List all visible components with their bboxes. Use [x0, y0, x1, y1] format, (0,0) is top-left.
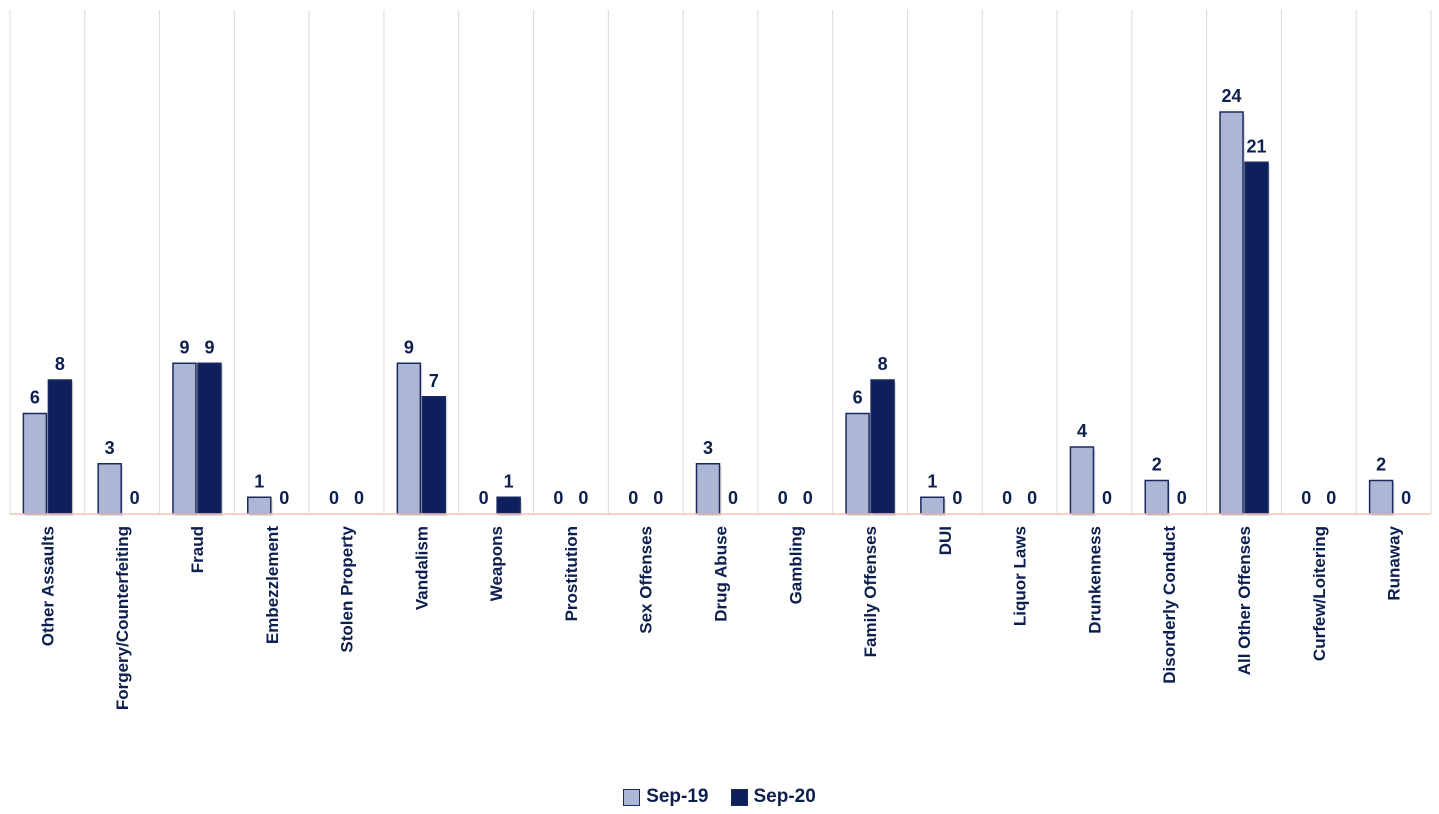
x-tick-label: DUI	[936, 526, 955, 555]
bar-series-1	[1069, 446, 1095, 515]
bar-series-2	[1244, 161, 1269, 515]
bar-series-1	[920, 496, 945, 515]
bar-series-1	[97, 463, 122, 515]
legend-swatch-series-2	[730, 788, 748, 806]
data-label: 0	[1326, 488, 1336, 508]
data-label: 0	[479, 488, 489, 508]
bar-series-1	[22, 412, 48, 515]
data-label: 0	[1102, 488, 1112, 508]
data-label: 0	[1027, 488, 1037, 508]
bar-series-2	[197, 362, 222, 515]
data-label: 0	[578, 488, 588, 508]
bar-series-1	[1368, 479, 1394, 515]
bar-series-1	[247, 496, 272, 515]
x-tick-label: Gambling	[786, 526, 805, 604]
x-tick-label: Disorderly Conduct	[1160, 526, 1179, 684]
legend-swatch-series-1	[623, 788, 641, 806]
data-label: 0	[1177, 488, 1187, 508]
data-label: 1	[504, 471, 514, 491]
data-label: 0	[628, 488, 638, 508]
data-label: 0	[354, 488, 364, 508]
data-label: 8	[55, 354, 65, 374]
data-label: 0	[1002, 488, 1012, 508]
bar-series-1	[396, 362, 422, 515]
x-tick-label: Other Assaults	[38, 526, 57, 646]
data-label: 3	[105, 438, 115, 458]
bar-series-1	[1219, 111, 1244, 515]
x-tick-label: Sex Offenses	[637, 526, 656, 634]
data-label: 0	[653, 488, 663, 508]
x-tick-label: Vandalism	[412, 526, 431, 610]
x-tick-label: Embezzlement	[263, 526, 282, 644]
bar-series-2	[870, 379, 895, 515]
data-label: 8	[878, 354, 888, 374]
x-tick-label: Fraud	[188, 526, 207, 573]
data-label: 0	[728, 488, 738, 508]
legend-item-series-2: Sep-20	[730, 786, 816, 808]
x-tick-label: Drunkenness	[1085, 526, 1104, 634]
data-label: 0	[1401, 488, 1411, 508]
bar-series-1	[695, 463, 721, 515]
legend: Sep-19 Sep-20	[0, 786, 1439, 808]
x-tick-label: Curfew/Loitering	[1310, 526, 1329, 661]
data-label: 4	[1077, 421, 1087, 441]
data-label: 6	[853, 388, 863, 408]
x-tick-label: Family Offenses	[861, 526, 880, 657]
data-label: 7	[429, 371, 439, 391]
x-tick-label: Prostitution	[562, 526, 581, 621]
data-label: 0	[329, 488, 339, 508]
data-label: 0	[803, 488, 813, 508]
bar-series-1	[1144, 479, 1169, 515]
data-label: 21	[1247, 136, 1267, 156]
data-label: 1	[927, 471, 937, 491]
x-tick-label: All Other Offenses	[1235, 526, 1254, 675]
data-label: 0	[1301, 488, 1311, 508]
data-label: 0	[553, 488, 563, 508]
x-tick-label: Liquor Laws	[1011, 526, 1030, 626]
x-tick-label: Runaway	[1385, 525, 1404, 600]
data-label: 2	[1152, 455, 1162, 475]
data-label: 2	[1376, 455, 1386, 475]
data-label: 0	[130, 488, 140, 508]
x-tick-label: Weapons	[487, 526, 506, 601]
legend-label-series-2: Sep-20	[753, 786, 816, 807]
bar-series-2	[421, 396, 447, 515]
data-label: 9	[179, 337, 189, 357]
legend-label-series-1: Sep-19	[646, 786, 709, 807]
data-label: 0	[952, 488, 962, 508]
legend-item-series-1: Sep-19	[623, 786, 709, 808]
bar-series-2	[47, 379, 73, 515]
data-label: 0	[778, 488, 788, 508]
x-tick-label: Stolen Property	[338, 525, 357, 652]
data-label: 9	[204, 337, 214, 357]
x-tick-label: Drug Abuse	[712, 526, 731, 622]
data-label: 0	[279, 488, 289, 508]
bar-series-1	[845, 412, 870, 515]
data-label: 3	[703, 438, 713, 458]
data-label: 1	[254, 471, 264, 491]
data-label: 6	[30, 388, 40, 408]
x-tick-label: Forgery/Counterfeiting	[113, 526, 132, 710]
bar-series-2	[496, 496, 521, 515]
data-label: 24	[1222, 86, 1242, 106]
data-label: 9	[404, 337, 414, 357]
bar-series-1	[172, 362, 197, 515]
